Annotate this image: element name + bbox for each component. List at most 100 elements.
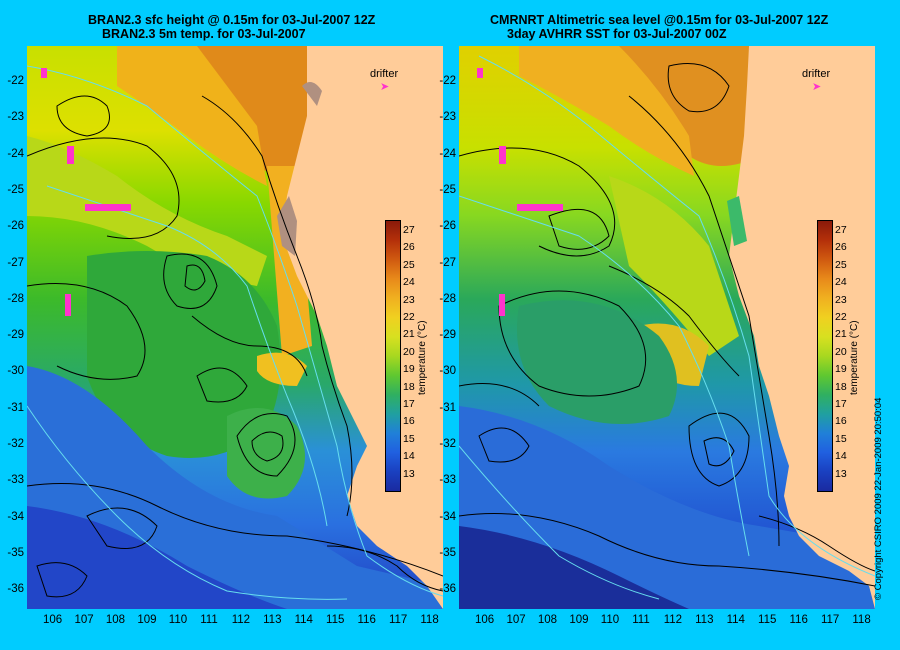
- right-title-line2: 3day AVHRR SST for 03-Jul-2007 00Z: [507, 27, 727, 41]
- left-colorbar-tick: 15: [403, 432, 415, 445]
- right-lon-tick: 111: [632, 614, 650, 626]
- left-lat-tick: -27: [7, 256, 24, 269]
- left-colorbar-tick: 27: [403, 224, 415, 236]
- right-lon-tick: 110: [600, 614, 620, 626]
- left-colorbar-tick: 21: [403, 328, 415, 341]
- right-colorbar-tick: 13: [835, 467, 847, 480]
- right-lat-tick: -25: [439, 183, 456, 196]
- left-colorbar-tick: 26: [403, 241, 415, 254]
- left-lat-tick: -36: [7, 583, 24, 596]
- left-lon-tick: 114: [294, 614, 313, 626]
- right-colorbar-title: temperature (°C): [849, 320, 860, 395]
- right-lon-tick: 109: [569, 614, 589, 626]
- right-lon-tick: 106: [475, 614, 495, 626]
- right-colorbar-tick: 25: [835, 258, 847, 271]
- left-lon-tick: 118: [420, 614, 439, 626]
- right-colorbar-tick: 19: [835, 363, 847, 376]
- drifter-arrow-icon: ➤: [380, 81, 390, 93]
- left-lat-tick: -26: [7, 220, 24, 233]
- left-colorbar-tick: 24: [403, 276, 415, 289]
- right-lat-tick: -33: [439, 474, 456, 487]
- right-colorbar-tick: 26: [835, 241, 847, 254]
- right-title-line1: CMRNRT Altimetric sea level @0.15m for 0…: [490, 13, 829, 27]
- left-lon-tick: 110: [168, 614, 188, 626]
- left-lat-tick: -22: [7, 75, 24, 87]
- right-lon-tick: 113: [695, 614, 714, 626]
- left-colorbar-tick: 14: [403, 450, 415, 463]
- left-title-line1: BRAN2.3 sfc height @ 0.15m for 03-Jul-20…: [88, 13, 376, 27]
- right-lon-tick: 115: [758, 614, 777, 626]
- left-colorbar-title: temperature (°C): [417, 320, 428, 395]
- drifter-arrow-icon: ➤: [812, 81, 822, 93]
- left-lat-tick: -29: [7, 329, 24, 342]
- left-lon-tick: 106: [43, 614, 63, 626]
- right-colorbar-tick: 23: [835, 293, 847, 306]
- left-lon-tick: 117: [388, 614, 408, 626]
- right-lat-tick: -32: [439, 438, 456, 450]
- left-lat-tick: -23: [7, 111, 24, 124]
- right-lon-tick: 118: [852, 614, 871, 626]
- left-colorbar-tick: 25: [403, 258, 415, 271]
- left-colorbar-tick: 23: [403, 293, 415, 306]
- right-lat-tick: -27: [439, 256, 456, 269]
- right-colorbar-tick: 18: [835, 380, 847, 393]
- right-map-panel: [459, 46, 875, 609]
- left-colorbar-tick: 18: [403, 380, 415, 393]
- right-lat-tick: -23: [439, 111, 456, 124]
- left-lon-tick: 115: [326, 614, 345, 626]
- left-lat-tick: -35: [7, 546, 24, 559]
- left-lat-tick: -24: [7, 147, 24, 160]
- right-lat-tick: -24: [439, 147, 456, 160]
- copyright-text: © Copyright CSIRO 2009 22-Jan-2009 20:50…: [873, 397, 884, 600]
- right-colorbar-tick: 15: [835, 432, 847, 445]
- left-colorbar-tick: 16: [403, 415, 415, 428]
- right-sst-map: [459, 46, 875, 609]
- left-colorbar-tick: 20: [403, 345, 415, 358]
- right-lat-tick: -26: [439, 220, 456, 233]
- right-lat-tick: -36: [439, 583, 456, 596]
- right-lon-tick: 116: [789, 614, 808, 626]
- left-colorbar-tick: 13: [403, 467, 415, 480]
- right-colorbar-tick: 21: [835, 328, 847, 341]
- right-lat-tick: -30: [439, 365, 456, 378]
- right-colorbar-tick: 20: [835, 345, 847, 358]
- left-lon-tick: 111: [200, 614, 218, 626]
- left-colorbar-tick: 19: [403, 363, 415, 376]
- right-colorbar-tick: 14: [835, 450, 847, 463]
- left-colorbar-tick: 17: [403, 398, 415, 410]
- right-lon-tick: 112: [663, 614, 683, 626]
- left-lat-tick: -28: [7, 292, 24, 305]
- left-lat-tick: -31: [7, 401, 24, 414]
- left-lat-tick: -34: [7, 510, 24, 523]
- right-colorbar-tick: 24: [835, 276, 847, 289]
- left-lon-tick: 108: [105, 614, 126, 626]
- right-lat-tick: -34: [439, 510, 456, 523]
- left-drifter-legend: drifter ➤: [370, 68, 398, 93]
- right-lon-tick: 114: [726, 614, 745, 626]
- left-map-panel: [27, 46, 443, 609]
- left-drifter-label: drifter: [370, 68, 399, 80]
- left-lon-tick: 116: [357, 614, 376, 626]
- left-lat-tick: -25: [7, 183, 24, 196]
- right-drifter-legend: drifter ➤: [802, 68, 830, 93]
- right-drifter-label: drifter: [802, 68, 831, 80]
- left-title-line2: BRAN2.3 5m temp. for 03-Jul-2007: [102, 27, 306, 41]
- drifter-tracks-right: [477, 68, 563, 316]
- left-lat-tick: -33: [7, 474, 24, 487]
- left-lon-tick: 109: [137, 614, 157, 626]
- right-lat-tick: -31: [439, 401, 456, 414]
- right-lat-tick: -35: [439, 546, 456, 559]
- left-sst-map: [27, 46, 443, 609]
- left-lon-tick: 107: [74, 614, 94, 626]
- left-lat-tick: -32: [7, 438, 24, 450]
- right-lat-tick: -28: [439, 292, 456, 305]
- right-lat-tick: -29: [439, 329, 456, 342]
- right-lon-tick: 117: [820, 614, 840, 626]
- left-colorbar-tick: 22: [403, 311, 415, 323]
- right-lon-tick: 107: [506, 614, 526, 626]
- drifter-tracks: [41, 68, 131, 316]
- right-colorbar-tick: 22: [835, 311, 847, 323]
- right-lat-tick: -22: [439, 75, 456, 87]
- right-lon-tick: 108: [537, 614, 558, 626]
- right-colorbar-tick: 27: [835, 224, 847, 236]
